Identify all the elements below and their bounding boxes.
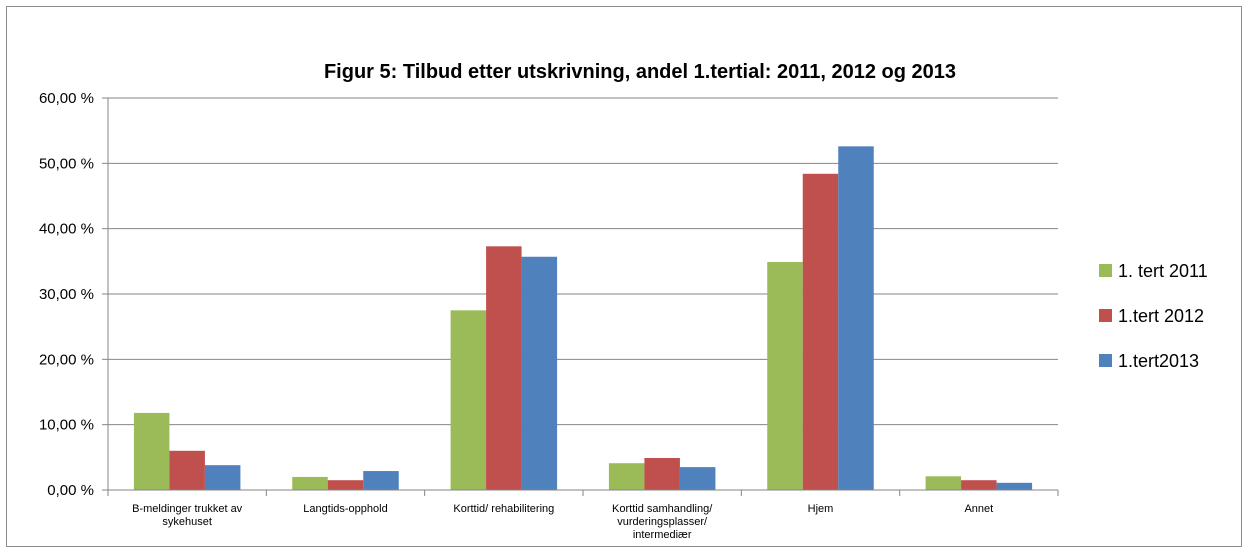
x-tick-label: Langtids-opphold	[303, 503, 387, 515]
x-tick-label: intermediær	[633, 529, 692, 541]
y-tick-label: 0,00 %	[47, 482, 94, 499]
bar	[486, 246, 522, 490]
bar	[961, 480, 997, 490]
legend-label: 1.tert 2012	[1118, 306, 1204, 326]
bars	[133, 146, 1033, 490]
legend-swatch	[1099, 354, 1112, 367]
bar	[292, 476, 328, 490]
legend-swatch	[1099, 264, 1112, 277]
bar	[608, 463, 645, 490]
bar	[925, 476, 962, 490]
bar	[521, 256, 558, 490]
bar	[450, 310, 487, 490]
legend: 1. tert 2011 1.tert 2012 1.tert2013	[1099, 261, 1208, 371]
bar	[169, 450, 205, 490]
legend-label: 1. tert 2011	[1118, 261, 1208, 281]
gridlines	[102, 97, 1058, 491]
x-tick-label: Annet	[964, 503, 993, 515]
x-tick-label: Korttid/ rehabilitering	[453, 503, 554, 515]
bar	[644, 457, 680, 490]
y-tick-label: 50,00 %	[39, 155, 94, 172]
bar	[838, 146, 874, 490]
legend-label: 1.tert2013	[1118, 351, 1199, 371]
bar	[996, 482, 1033, 490]
chart-frame	[6, 6, 1242, 547]
y-tick-label: 20,00 %	[39, 351, 94, 368]
chart-title: Figur 5: Tilbud etter utskrivning, andel…	[324, 61, 956, 83]
y-tick-label: 30,00 %	[39, 286, 94, 303]
bar	[679, 467, 716, 490]
bar	[133, 412, 170, 490]
y-axis-ticks: 0,00 % 10,00 % 20,00 % 30,00 % 40,00 % 50,00 …	[39, 90, 94, 499]
y-tick-label: 40,00 %	[39, 221, 94, 238]
x-tick-label: Korttid samhandling/	[612, 503, 713, 515]
x-tick-label: vurderingsplasser/	[617, 516, 708, 528]
bar	[327, 480, 364, 490]
x-tick-label: sykehuset	[162, 516, 212, 528]
y-tick-label: 60,00 %	[39, 90, 94, 107]
x-tick-label: Hjem	[808, 503, 834, 515]
x-tick-label: B-meldinger trukket av	[132, 503, 243, 515]
y-tick-label: 10,00 %	[39, 417, 94, 434]
legend-swatch	[1099, 309, 1112, 322]
bar	[363, 471, 399, 490]
bar	[767, 261, 803, 490]
bar	[802, 173, 839, 490]
bar	[204, 465, 241, 490]
